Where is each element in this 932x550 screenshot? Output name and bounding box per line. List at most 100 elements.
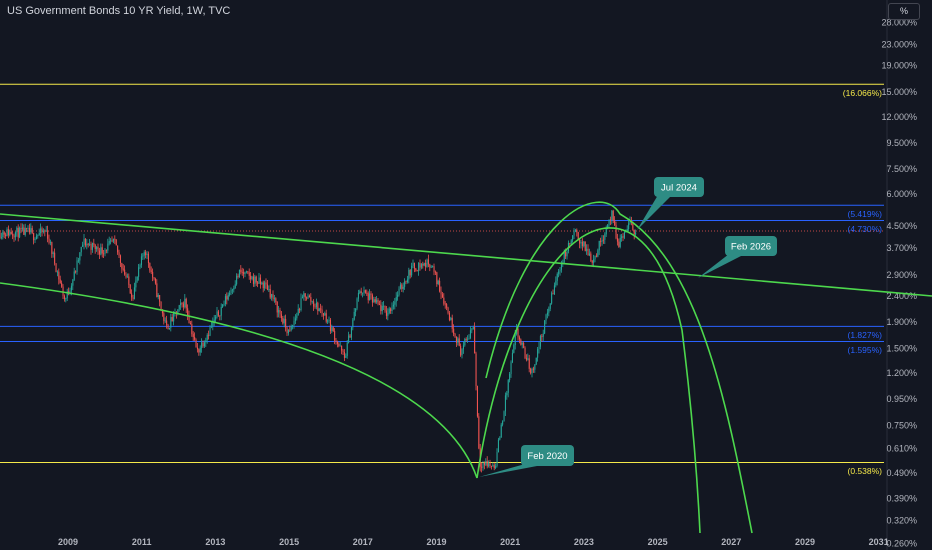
candle-body	[48, 238, 50, 243]
candle-body	[531, 368, 533, 374]
candle-body	[336, 341, 338, 344]
candle-body	[199, 347, 201, 353]
candle-body	[566, 251, 568, 257]
candle-body	[559, 269, 561, 272]
candle-body	[507, 380, 509, 393]
candle-body	[133, 287, 135, 299]
candle-body	[399, 284, 401, 289]
y-tick-label: 2.400%	[886, 291, 917, 301]
candle-body	[212, 321, 214, 327]
candle-body	[551, 293, 553, 304]
candle-body	[517, 328, 519, 338]
callout-label: Jul 2024	[661, 183, 697, 194]
candle-body	[524, 347, 526, 359]
candle-body	[321, 309, 323, 314]
candle-body	[108, 241, 110, 244]
candle-body	[62, 286, 64, 296]
candle-body	[269, 289, 271, 298]
candle-body	[401, 284, 403, 289]
candle-body	[546, 312, 548, 315]
candle-body	[563, 252, 565, 263]
candle-body	[448, 312, 450, 320]
candle-body	[100, 247, 102, 255]
candle-body	[426, 259, 428, 267]
candle-body	[266, 284, 268, 290]
candle-body	[355, 308, 357, 312]
candle-body	[198, 349, 200, 353]
candle-body	[516, 328, 518, 335]
candle-body	[343, 351, 345, 358]
scale-mode-button[interactable]: %	[888, 3, 920, 20]
candle-body	[356, 298, 358, 309]
level-label: (1.827%)	[848, 330, 883, 340]
candle-body	[180, 303, 182, 306]
candle-body	[314, 306, 316, 308]
candle-body	[41, 228, 43, 232]
candle-body	[103, 253, 105, 255]
candle-body	[434, 271, 436, 273]
candle-body	[520, 339, 522, 345]
candle-body	[194, 337, 196, 340]
candle-body	[216, 311, 218, 317]
candle-body	[170, 317, 172, 328]
candle-body	[196, 347, 198, 350]
candle-body	[444, 303, 446, 305]
y-tick-label: 0.490%	[886, 468, 917, 478]
candle-body	[280, 314, 282, 319]
candle-body	[184, 298, 186, 308]
candle-body	[80, 246, 82, 253]
candle-body	[213, 319, 215, 322]
candle-body	[429, 264, 431, 268]
candle-body	[334, 330, 336, 341]
candle-body	[70, 285, 72, 291]
candle-body	[545, 314, 547, 321]
candle-body	[16, 227, 18, 233]
candle-body	[628, 223, 630, 229]
candle-body	[90, 243, 92, 250]
candle-body	[34, 239, 36, 241]
candle-body	[472, 326, 474, 330]
candle-body	[66, 291, 68, 299]
candle-body	[241, 272, 243, 273]
candle-body	[111, 240, 113, 242]
candle-body	[258, 277, 260, 284]
candle-body	[89, 243, 91, 245]
candle-body	[117, 245, 119, 253]
candle-body	[440, 291, 442, 295]
candle-body	[633, 230, 635, 235]
candle-body	[114, 238, 116, 240]
candle-body	[220, 307, 222, 316]
level-label: (0.538%)	[848, 466, 883, 476]
candle-body	[287, 329, 289, 334]
level-label: (5.419%)	[848, 209, 883, 219]
candle-body	[468, 338, 470, 339]
candle-body	[590, 253, 592, 261]
candle-body	[422, 264, 424, 266]
candle-body	[577, 232, 579, 240]
y-tick-label: 3.700%	[886, 243, 917, 253]
candle-body	[296, 315, 298, 319]
candle-body	[5, 234, 7, 237]
inner-fan-arc	[476, 227, 701, 534]
candle-body	[105, 249, 107, 251]
lower-arc	[0, 282, 478, 479]
candle-body	[154, 278, 156, 284]
candle-body	[304, 293, 306, 298]
candle-body	[82, 244, 84, 247]
candle-body	[94, 244, 96, 250]
candle-body	[607, 225, 609, 228]
candle-body	[415, 268, 417, 271]
candle-body	[224, 296, 226, 304]
candle-body	[6, 229, 8, 237]
candle-body	[430, 266, 432, 268]
candle-body	[587, 248, 589, 256]
candle-body	[75, 271, 77, 273]
candle-body	[469, 330, 471, 339]
y-tick-label: 0.320%	[886, 515, 917, 525]
candle-body	[202, 342, 204, 347]
candle-body	[548, 308, 550, 313]
candle-body	[405, 281, 407, 283]
candle-body	[523, 342, 525, 348]
candle-body	[537, 349, 539, 358]
